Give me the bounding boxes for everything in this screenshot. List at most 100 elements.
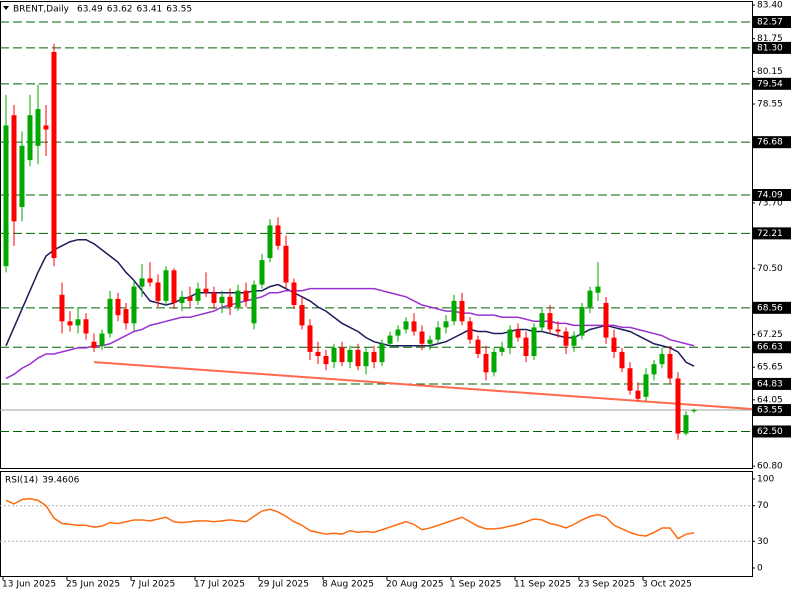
candle-body [603,302,609,338]
candle-body [115,298,121,316]
candle-body [675,378,681,434]
candle-body [19,145,25,208]
candle-body [291,282,297,305]
candle-body [307,325,313,352]
candle-body [531,327,537,356]
y-tick-label: 67.25 [757,330,783,340]
y-tick-label: 60.80 [757,462,783,472]
x-tick-label: 1 Sep 2025 [450,580,501,590]
trendline [93,361,753,411]
candle-body [499,347,505,352]
candle-body [67,321,73,326]
candle-body [691,410,697,412]
price-label-box [753,404,791,417]
x-tick-label: 17 Jul 2025 [194,580,245,590]
header-value: 63.62 [107,5,133,15]
candle-body [75,319,81,326]
candle-body [91,341,97,348]
candle-body [451,300,457,322]
x-tick-label: 11 Sep 2025 [514,580,571,590]
candle-body [259,260,265,285]
candle-body [27,115,33,161]
chart-title: BRENT,Daily [13,5,70,15]
level-label-box [753,301,791,314]
price-label: 63.55 [757,406,783,416]
candle-body [347,349,353,363]
price-panel [0,1,753,469]
candle-body [387,335,393,344]
level-label-box [753,425,791,438]
candle-body [355,349,361,367]
candle-body [131,286,137,324]
candle-body [219,296,225,303]
candle-body [579,307,585,336]
candle-body [3,125,9,267]
x-tick-label: 13 Jun 2025 [2,580,56,590]
x-tick-label: 3 Oct 2025 [642,580,692,590]
candle-body [611,337,617,352]
y-tick-label: 70 [757,501,769,511]
level-label-box [753,41,791,54]
x-tick-label: 29 Jul 2025 [258,580,309,590]
candle-body [283,245,289,283]
header-value: 63.41 [137,5,163,15]
level-label-box [753,77,791,90]
candle-body [363,351,369,367]
x-tick-label: 8 Aug 2025 [322,580,374,590]
candle-body [227,296,233,308]
candle-body [459,300,465,322]
collapse-icon[interactable] [3,6,9,10]
candle-body [155,282,161,301]
level-label: 68.56 [757,303,783,313]
candle-body [635,390,641,399]
level-label: 62.50 [757,427,783,437]
candle-body [443,321,449,328]
candle-body [491,351,497,373]
level-label-box [753,377,791,390]
candle-body [667,353,673,379]
candle-body [483,353,489,373]
candle-body [563,331,569,346]
candle-body [339,347,345,363]
candle-body [195,288,201,301]
candle-body [59,294,65,322]
candle-body [203,288,209,293]
candle-body [659,353,665,365]
level-label-box [753,15,791,28]
candle-body [243,290,249,301]
candle-body [147,278,153,283]
candle-body [619,351,625,369]
candle-body [435,327,441,340]
candle-body [187,296,193,301]
candle-body [251,284,257,324]
candle-body [547,313,553,330]
level-label: 66.63 [757,343,783,353]
y-tick-label: 30 [757,537,769,547]
candle-body [83,319,89,334]
candle-body [555,329,561,332]
candle-body [587,290,593,308]
x-tick-label: 7 Jul 2025 [130,580,175,590]
candle-body [11,115,17,222]
y-tick-label: 0 [757,563,763,573]
candle-body [267,225,273,259]
header-value: 63.49 [77,5,103,15]
candle-body [379,343,385,363]
y-tick-label: 70.50 [757,264,783,274]
candle-body [107,298,113,334]
level-label-box [753,227,791,240]
candle-body [571,335,577,346]
level-label-box [753,189,791,202]
candle-body [299,304,305,326]
rsi-title: RSI(14) [5,476,38,486]
candle-body [467,321,473,340]
y-tick-label: 65.65 [757,363,783,373]
candle-body [163,270,169,301]
candle-body [523,337,529,356]
x-tick-label: 20 Aug 2025 [386,580,444,590]
candle-body [235,290,241,308]
y-tick-label: 81.75 [757,34,783,44]
candle-body [419,331,425,344]
candle-body [371,351,377,363]
